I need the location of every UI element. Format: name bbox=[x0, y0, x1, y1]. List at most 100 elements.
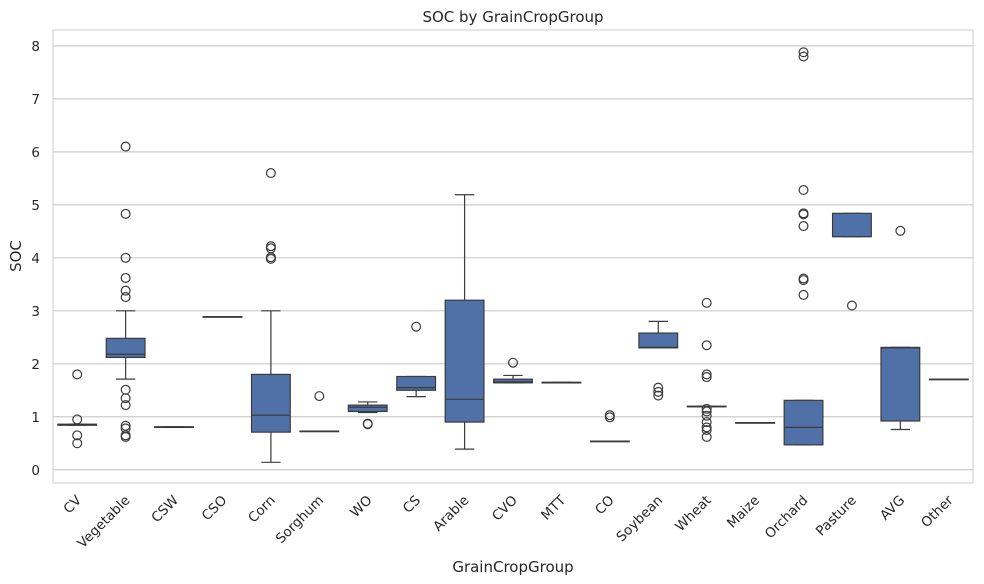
outlier-point bbox=[265, 241, 276, 252]
plot-frame bbox=[52, 29, 974, 484]
outlier-point bbox=[798, 51, 809, 62]
x-tick-label: MTT bbox=[538, 492, 570, 524]
outlier-point bbox=[265, 243, 276, 254]
outlier-point bbox=[701, 403, 712, 414]
outlier-point bbox=[701, 369, 712, 380]
x-tick-label: CO bbox=[592, 493, 618, 519]
outlier-point bbox=[120, 431, 131, 442]
box-maize bbox=[735, 422, 776, 424]
y-tick-label: 3 bbox=[31, 304, 40, 320]
box-orchard bbox=[783, 47, 824, 446]
y-tick-label: 0 bbox=[31, 463, 40, 479]
boxes bbox=[57, 47, 969, 463]
box-cv bbox=[57, 369, 98, 449]
x-tick-label: Maize bbox=[724, 493, 763, 532]
x-tick-label: Other bbox=[918, 492, 957, 531]
iqr-box bbox=[880, 346, 921, 422]
box-arable bbox=[444, 194, 485, 450]
y-tick-label: 4 bbox=[31, 251, 40, 267]
outlier-point bbox=[701, 297, 712, 308]
x-tick-label: CS bbox=[400, 493, 424, 517]
x-tick-label: CVO bbox=[489, 493, 521, 525]
iqr-box bbox=[396, 375, 437, 391]
y-tick-label: 6 bbox=[31, 145, 40, 161]
outlier-point bbox=[604, 410, 615, 421]
x-axis-title: GrainCropGroup bbox=[452, 558, 573, 576]
outlier-point bbox=[265, 168, 276, 179]
outlier-point bbox=[120, 272, 131, 283]
box-csw bbox=[154, 426, 195, 429]
box-vegetable bbox=[105, 141, 146, 442]
outlier-point bbox=[508, 357, 519, 368]
iqr-box bbox=[105, 337, 146, 359]
iqr-box bbox=[638, 332, 679, 349]
outlier-point bbox=[701, 410, 712, 421]
box-co bbox=[589, 410, 630, 443]
outlier-point bbox=[798, 209, 809, 220]
outlier-point bbox=[362, 419, 373, 430]
y-axis-title: SOC bbox=[7, 240, 25, 272]
box-cso bbox=[202, 316, 243, 318]
x-tick-label: CV bbox=[61, 492, 86, 517]
outlier-point bbox=[120, 292, 131, 303]
x-tick-label: Sorghum bbox=[273, 493, 327, 547]
y-tick-label: 2 bbox=[31, 357, 40, 373]
iqr-box bbox=[783, 399, 824, 446]
outlier-point bbox=[120, 141, 131, 152]
x-tick-label: Orchard bbox=[762, 493, 812, 543]
outlier-point bbox=[653, 390, 664, 401]
iqr-box bbox=[444, 299, 485, 423]
x-tick-label: Wheat bbox=[672, 493, 714, 535]
outlier-point bbox=[411, 321, 422, 332]
outlier-point bbox=[798, 275, 809, 286]
outlier-point bbox=[701, 417, 712, 428]
outlier-point bbox=[120, 420, 131, 431]
outlier-point bbox=[120, 208, 131, 219]
outlier-point bbox=[72, 430, 83, 441]
outlier-point bbox=[701, 406, 712, 417]
outlier-point bbox=[895, 225, 906, 236]
outlier-point bbox=[120, 285, 131, 296]
box-pasture bbox=[831, 212, 872, 311]
box-cvo bbox=[493, 357, 533, 384]
iqr-box bbox=[831, 212, 872, 238]
iqr-box bbox=[347, 404, 388, 413]
iqr-box bbox=[250, 373, 291, 433]
outlier-point bbox=[604, 412, 615, 423]
box-wheat bbox=[686, 297, 727, 442]
box-avg bbox=[880, 225, 921, 431]
outlier-point bbox=[701, 422, 712, 433]
x-tick-label: CSO bbox=[199, 493, 231, 525]
outlier-point bbox=[798, 221, 809, 232]
outlier-point bbox=[846, 300, 857, 311]
outlier-point bbox=[120, 400, 131, 411]
x-tick-label: Pasture bbox=[813, 493, 860, 540]
x-tick-label: Corn bbox=[245, 493, 279, 527]
y-tick-label: 5 bbox=[31, 198, 40, 214]
y-tick-label: 8 bbox=[31, 39, 40, 55]
outlier-point bbox=[701, 431, 712, 442]
x-tick-label: Arable bbox=[430, 493, 472, 535]
outlier-point bbox=[120, 252, 131, 263]
box-soybean bbox=[638, 320, 679, 401]
y-tick-label: 7 bbox=[31, 92, 40, 108]
grid-lines bbox=[53, 45, 973, 471]
x-tick-label: WO bbox=[347, 493, 375, 521]
outlier-point bbox=[72, 438, 83, 449]
outlier-point bbox=[72, 369, 83, 380]
x-tick-label: AVG bbox=[877, 493, 908, 524]
outlier-point bbox=[798, 47, 809, 58]
outlier-point bbox=[120, 393, 131, 404]
box-wo bbox=[347, 401, 388, 430]
outlier-point bbox=[265, 253, 276, 264]
outlier-point bbox=[653, 382, 664, 393]
box-cs bbox=[396, 321, 437, 398]
outlier-point bbox=[701, 425, 712, 436]
box-other bbox=[928, 378, 969, 381]
y-tick-labels: 0 1 2 3 4 5 6 7 8 bbox=[31, 39, 40, 479]
outlier-point bbox=[120, 384, 131, 395]
box-sorghum bbox=[299, 391, 340, 433]
outlier-point bbox=[798, 289, 809, 300]
